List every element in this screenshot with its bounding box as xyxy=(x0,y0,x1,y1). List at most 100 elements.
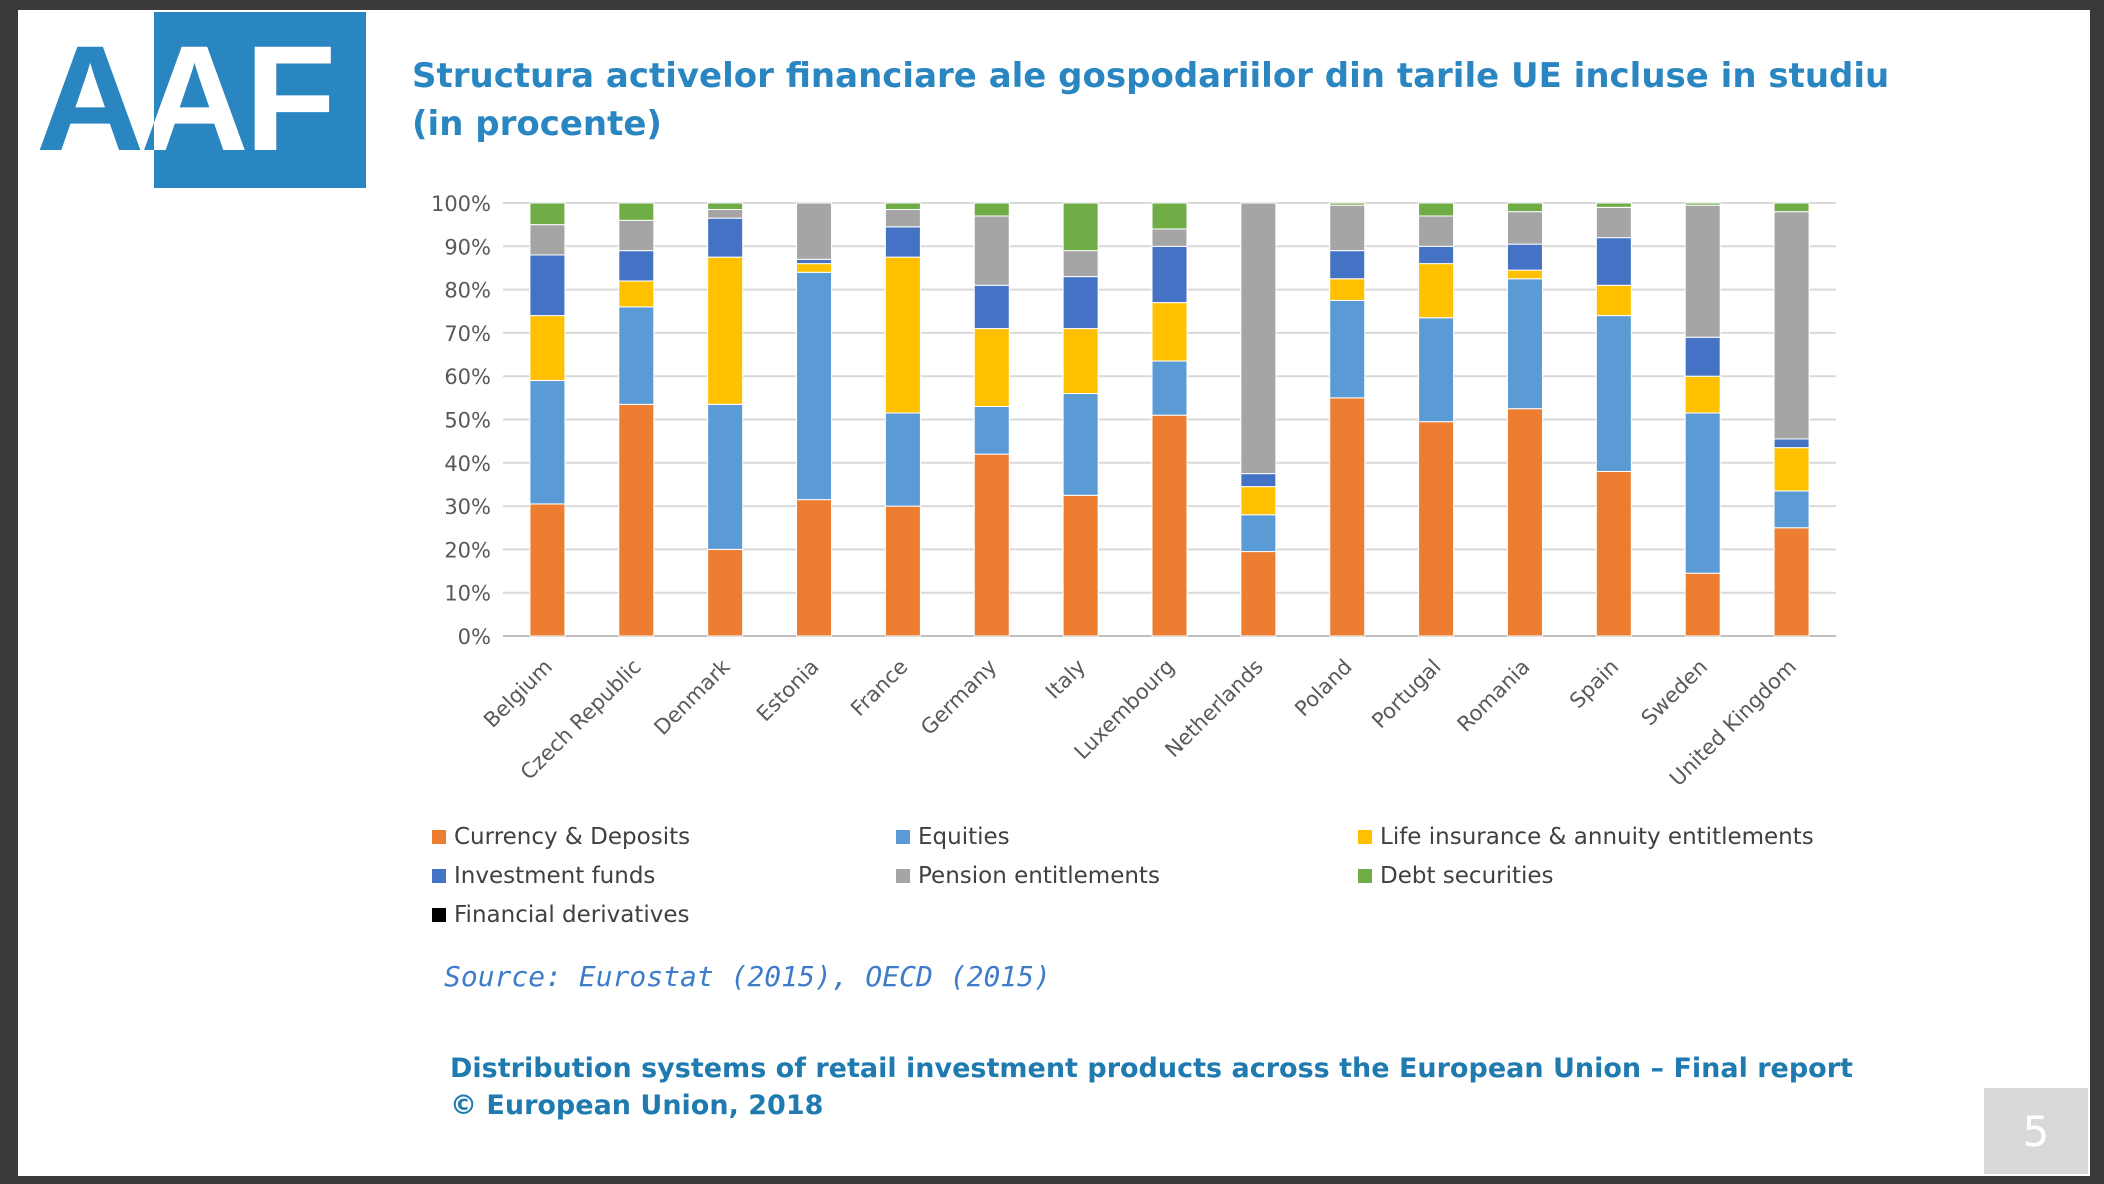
x-tick-label: Estonia xyxy=(752,655,824,727)
bar-segment xyxy=(1684,572,1721,637)
bar-segment xyxy=(973,284,1010,330)
title-line-1: Structura activelor financiare ale gospo… xyxy=(412,56,1890,96)
x-tick-label: France xyxy=(846,655,912,721)
bar-segment xyxy=(1506,202,1543,213)
bar-segment xyxy=(1062,494,1099,637)
legend-swatch xyxy=(896,830,910,844)
bar-segment xyxy=(618,306,655,405)
legend-swatch xyxy=(1358,869,1372,883)
y-tick-label: 80% xyxy=(444,279,491,303)
footer-copyright: © European Union, 2018 xyxy=(450,1090,824,1121)
bar-segment xyxy=(1418,245,1455,265)
bar-segment xyxy=(796,263,833,273)
bar-segment xyxy=(1062,328,1099,395)
legend-label: Financial derivatives xyxy=(454,902,690,928)
bar-stack xyxy=(1418,202,1455,637)
bar-segment xyxy=(1240,551,1277,637)
bar-segment xyxy=(529,224,566,256)
x-tick-label: Portugal xyxy=(1367,655,1445,733)
bar-segment xyxy=(618,403,655,637)
bar-segment xyxy=(1595,470,1632,637)
bar-segment xyxy=(1418,421,1455,637)
bar-segment xyxy=(1773,202,1810,213)
bar-segment xyxy=(973,328,1010,408)
legend-label: Investment funds xyxy=(454,863,656,889)
x-tick-label: Germany xyxy=(916,655,1001,740)
slide-title: Structura activelor financiare ale gospo… xyxy=(412,52,1972,148)
legend-label: Equities xyxy=(918,824,1010,850)
bar-segment xyxy=(529,254,566,317)
y-tick-label: 70% xyxy=(444,322,491,346)
bar-segment xyxy=(1684,412,1721,574)
bar-segment xyxy=(1151,202,1188,230)
bar-segment xyxy=(1240,473,1277,488)
legend-label: Currency & Deposits xyxy=(454,824,691,850)
y-tick-label: 50% xyxy=(444,409,491,433)
legend-item: Investment funds xyxy=(432,863,655,889)
legend-label: Pension entitlements xyxy=(918,863,1160,889)
bar-stack xyxy=(973,202,1010,637)
bar-segment xyxy=(1595,202,1632,208)
bar-stack xyxy=(1506,202,1543,637)
bar-segment xyxy=(1595,237,1632,286)
bar-segment xyxy=(1595,315,1632,472)
bar-segment xyxy=(1684,202,1721,206)
bar-segment xyxy=(1329,299,1366,399)
logo-text-overlay: AAF xyxy=(36,14,332,182)
bar-segment xyxy=(884,412,921,507)
bar-segment xyxy=(884,256,921,414)
y-tick-label: 30% xyxy=(444,495,491,519)
y-axis-ticks: 0% 10% 20% 30% 40% 50% 60% 70% 80% 90% 100% xyxy=(431,192,491,649)
bar-segment xyxy=(1506,243,1543,271)
logo-background xyxy=(154,12,366,188)
x-tick-label: Sweden xyxy=(1637,655,1713,731)
bar-segment xyxy=(796,202,833,260)
legend-swatch xyxy=(896,869,910,883)
bar-segment xyxy=(1151,360,1188,416)
legend-item: Financial derivatives xyxy=(432,902,689,928)
bar-segment xyxy=(1240,486,1277,516)
y-tick-label: 10% xyxy=(444,582,491,606)
bar-segment xyxy=(1329,397,1366,637)
bar-stack xyxy=(1062,202,1099,637)
bar-segment xyxy=(707,208,744,219)
bar-segment xyxy=(973,202,1010,217)
bar-segment xyxy=(1151,228,1188,247)
stacked-bar-chart: 0% 10% 20% 30% 40% 50% 60% 70% 80% 90% 100% Belgiu… xyxy=(431,192,1836,791)
bar-segment xyxy=(1329,250,1366,280)
legend-item: Debt securities xyxy=(1358,863,1554,889)
bar-segment xyxy=(1329,202,1366,206)
bar-segment xyxy=(529,202,566,226)
legend-swatch xyxy=(432,869,446,883)
bar-segment xyxy=(1418,215,1455,247)
bar-segment xyxy=(1773,527,1810,637)
bar-stack xyxy=(1684,202,1721,637)
bar-segment xyxy=(1684,375,1721,414)
bar-stack xyxy=(1773,202,1810,637)
footer-report-title: Distribution systems of retail investmen… xyxy=(450,1053,1853,1084)
bar-stack xyxy=(618,202,655,637)
page-number: 5 xyxy=(1984,1088,2088,1174)
bar-segment xyxy=(1506,278,1543,410)
bar-segment xyxy=(618,280,655,308)
bar-segment xyxy=(618,219,655,252)
legend-item: Life insurance & annuity entitlements xyxy=(1358,824,1814,850)
bar-segment xyxy=(1062,276,1099,330)
bar-segment xyxy=(1418,317,1455,423)
bar-segment xyxy=(1773,211,1810,440)
bar-stack xyxy=(1240,202,1277,637)
source-note: Source: Eurostat (2015), OECD (2015) xyxy=(444,960,1051,993)
title-line-2: (in procente) xyxy=(412,104,662,144)
bar-segment xyxy=(1062,393,1099,496)
bar-segment xyxy=(1773,438,1810,449)
bar-segment xyxy=(1506,211,1543,245)
bar-segment xyxy=(529,503,566,637)
bar-segment xyxy=(707,256,744,405)
bar-segment xyxy=(973,215,1010,286)
bar-segment xyxy=(1062,250,1099,278)
bar-segment xyxy=(1418,202,1455,217)
bar-segment xyxy=(707,202,744,210)
bar-segment xyxy=(1418,263,1455,319)
bar-segment xyxy=(1329,204,1366,252)
x-tick-label: Belgium xyxy=(479,655,557,733)
